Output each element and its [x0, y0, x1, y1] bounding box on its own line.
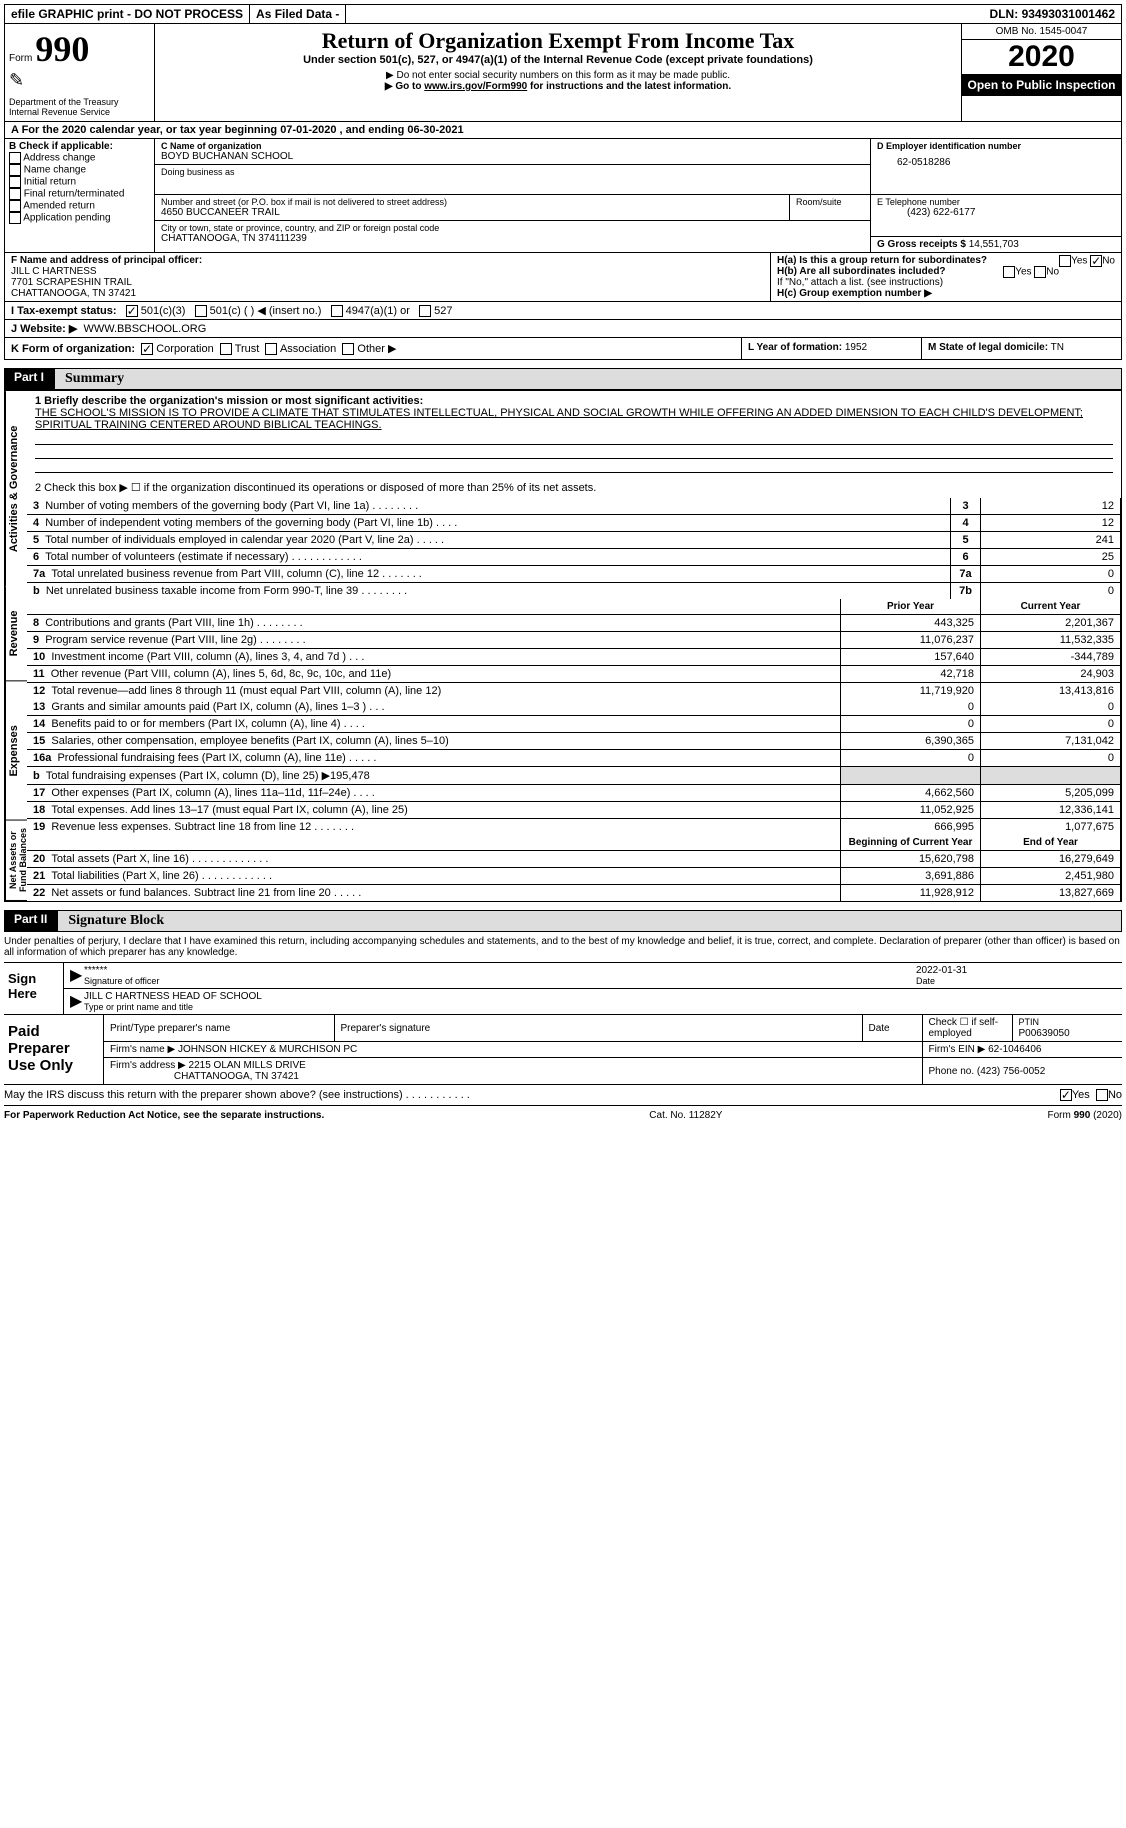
paid-preparer-block: Paid Preparer Use Only Print/Type prepar… — [4, 1014, 1122, 1085]
as-filed: As Filed Data - — [250, 5, 346, 23]
checkbox-application-pending[interactable]: Application pending — [9, 212, 150, 224]
firm-name: JOHNSON HICKEY & MURCHISON PC — [178, 1044, 357, 1055]
form-id-block: Form 990 ✎ Department of the Treasury In… — [5, 24, 155, 121]
checkbox-initial-return[interactable]: Initial return — [9, 176, 150, 188]
mission-text: THE SCHOOL'S MISSION IS TO PROVIDE A CLI… — [35, 407, 1113, 431]
website: WWW.BBSCHOOL.ORG — [83, 323, 206, 335]
identity-grid: B Check if applicable: Address change Na… — [4, 139, 1122, 253]
ha-yes[interactable] — [1059, 255, 1071, 267]
ha-no[interactable]: ✓ — [1090, 255, 1102, 267]
row-i: I Tax-exempt status: ✓ 501(c)(3) 501(c) … — [4, 302, 1122, 320]
col-b-checkboxes: B Check if applicable: Address change Na… — [5, 139, 155, 252]
phone: (423) 622-6177 — [877, 207, 1115, 218]
checkbox-name-change[interactable]: Name change — [9, 164, 150, 176]
gross-receipts: 14,551,703 — [969, 239, 1019, 250]
checkbox-address-change[interactable]: Address change — [9, 152, 150, 164]
form-title-block: Return of Organization Exempt From Incom… — [155, 24, 961, 121]
perjury-declaration: Under penalties of perjury, I declare th… — [4, 932, 1122, 962]
discuss-no[interactable] — [1096, 1089, 1108, 1101]
ein: 62-0518286 — [877, 157, 1115, 168]
hb-yes[interactable] — [1003, 266, 1015, 278]
org-name: BOYD BUCHANAN SCHOOL — [161, 151, 864, 162]
footer: For Paperwork Reduction Act Notice, see … — [4, 1105, 1122, 1125]
summary-table: Activities & Governance Revenue Expenses… — [4, 390, 1122, 902]
row-klm: K Form of organization: ✓ Corporation Tr… — [4, 338, 1122, 360]
col-c: C Name of organization BOYD BUCHANAN SCH… — [155, 139, 871, 252]
dln: DLN: 93493031001462 — [984, 5, 1121, 23]
year-block: OMB No. 1545-0047 2020 Open to Public In… — [961, 24, 1121, 121]
checkbox-amended-return[interactable]: Amended return — [9, 200, 150, 212]
hb-no[interactable] — [1034, 266, 1046, 278]
top-bar: efile GRAPHIC print - DO NOT PROCESS As … — [4, 4, 1122, 24]
part-ii-header: Part II Signature Block — [4, 910, 1122, 932]
sign-here-block: Sign Here ▶ ****** Signature of officer … — [4, 962, 1122, 1014]
efile-notice: efile GRAPHIC print - DO NOT PROCESS — [5, 5, 250, 23]
discuss-yes[interactable]: ✓ — [1060, 1089, 1072, 1101]
col-deg: D Employer identification number 62-0518… — [871, 139, 1121, 252]
fh-row: F Name and address of principal officer:… — [4, 253, 1122, 302]
discuss-row: May the IRS discuss this return with the… — [4, 1085, 1122, 1105]
row-a: A For the 2020 calendar year, or tax yea… — [4, 122, 1122, 139]
checkbox-final-return-terminated[interactable]: Final return/terminated — [9, 188, 150, 200]
row-j: J Website: ▶ WWW.BBSCHOOL.ORG — [4, 320, 1122, 338]
part-i-header: Part I Summary — [4, 368, 1122, 390]
org-city: CHATTANOOGA, TN 374111239 — [161, 233, 864, 244]
org-address: 4650 BUCCANEER TRAIL — [161, 207, 783, 218]
officer-name: JILL C HARTNESS HEAD OF SCHOOL — [84, 991, 1116, 1002]
form-header: Form 990 ✎ Department of the Treasury In… — [4, 24, 1122, 122]
